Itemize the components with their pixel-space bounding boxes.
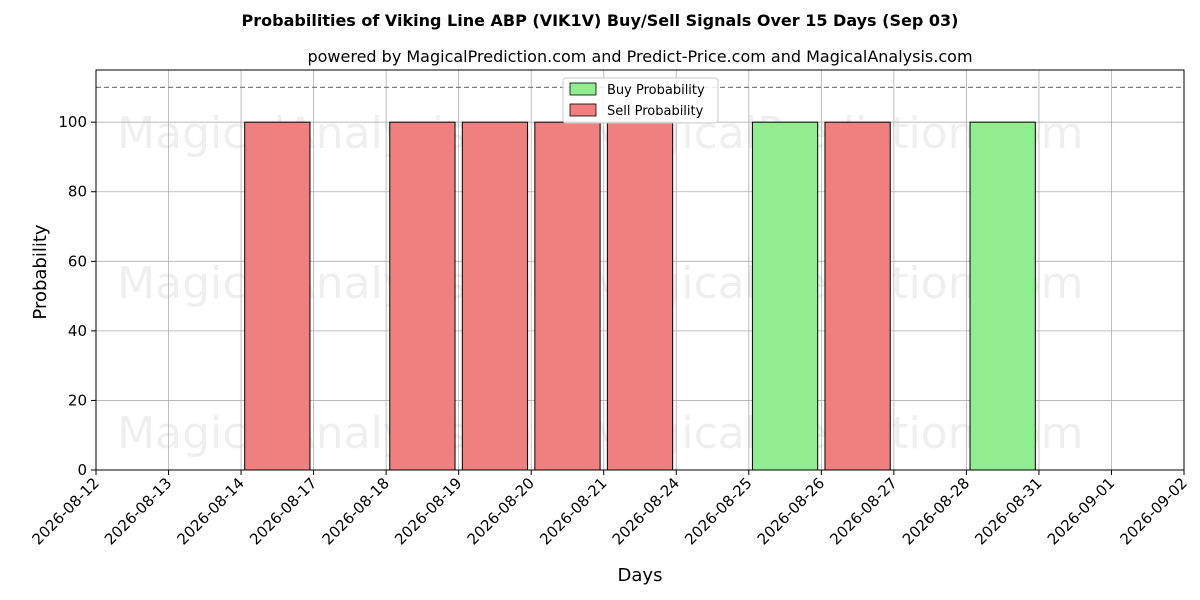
x-tick-label: 2026-08-24: [609, 474, 683, 548]
y-tick-label: 60: [68, 252, 87, 270]
x-axis-label: Days: [618, 565, 663, 586]
sell-bar: [606, 121, 674, 471]
sell-bar: [244, 121, 311, 471]
x-tick-label: 2026-09-02: [1116, 474, 1190, 548]
x-tick-label: 2026-08-18: [319, 474, 393, 548]
buy-bar: [751, 121, 819, 471]
y-tick-label: 100: [58, 113, 87, 131]
legend-label-buy: Buy Probability: [607, 83, 705, 98]
y-tick-label: 20: [68, 391, 87, 409]
x-tick-label: 2026-08-25: [681, 474, 755, 548]
legend-label-sell: Sell Probability: [607, 104, 704, 119]
x-tick-label: 2026-08-28: [899, 474, 973, 548]
buy-bar: [969, 121, 1036, 471]
x-tick-label: 2026-09-01: [1044, 474, 1118, 548]
x-tick-label: 2026-08-14: [174, 474, 248, 548]
x-tick-label: 2026-08-31: [971, 474, 1045, 548]
x-tick-label: 2026-08-17: [246, 474, 320, 548]
chart-subtitle: powered by MagicalPrediction.com and Pre…: [307, 47, 972, 66]
x-tick-label: 2026-08-19: [391, 474, 465, 548]
y-tick-label: 0: [77, 461, 87, 479]
x-tick-label: 2026-08-21: [536, 474, 610, 548]
sell-bar: [389, 121, 456, 471]
chart-title: Probabilities of Viking Line ABP (VIK1V)…: [242, 11, 959, 30]
x-tick-label: 2026-08-13: [101, 474, 175, 548]
bars: [244, 121, 1036, 471]
y-tick-label: 80: [68, 183, 87, 201]
sell-bar: [824, 121, 891, 471]
y-axis-label: Probability: [30, 224, 51, 319]
x-tick-label: 2026-08-27: [826, 474, 900, 548]
legend: Buy Probability Sell Probability: [562, 77, 719, 124]
x-tick-label: 2026-08-12: [28, 474, 102, 548]
sell-bar: [461, 121, 529, 471]
x-tick-label: 2026-08-26: [754, 474, 828, 548]
legend-swatch-sell: [569, 103, 597, 117]
x-tick-label: 2026-08-20: [464, 474, 538, 548]
plot-frame: [95, 69, 1185, 471]
y-axis-ticks: 0 20 40 60 80 100: [58, 113, 96, 479]
x-axis-ticks: 2026-08-122026-08-132026-08-142026-08-17…: [28, 470, 1191, 548]
y-tick-label: 40: [68, 322, 87, 340]
sell-bar: [534, 121, 601, 471]
legend-box: [562, 77, 719, 124]
legend-swatch-buy: [569, 82, 597, 96]
